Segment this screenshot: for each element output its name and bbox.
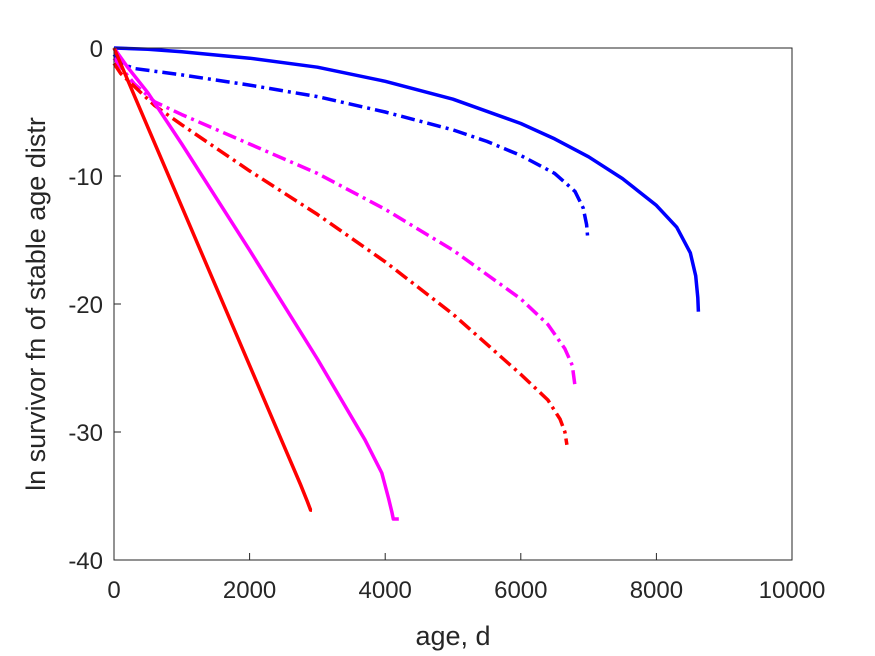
x-tick-label: 8000 (630, 577, 683, 604)
y-axis-label: ln survivor fn of stable age distr (21, 117, 51, 491)
series-line-4 (112, 46, 399, 521)
x-tick-label: 0 (107, 577, 120, 604)
y-tick-label: -20 (68, 292, 103, 319)
series-line-5 (112, 47, 313, 512)
series-line-3 (112, 62, 569, 446)
series-layer (112, 46, 701, 521)
y-tick-label: -10 (68, 164, 103, 191)
x-tick-label: 6000 (494, 577, 547, 604)
x-tick-label: 10000 (759, 577, 826, 604)
y-tick-label: -30 (68, 420, 103, 447)
x-tick-label: 4000 (359, 577, 412, 604)
series-line-0 (113, 46, 701, 312)
y-tick-label: 0 (90, 36, 103, 63)
x-tick-label: 2000 (223, 577, 276, 604)
y-tick-label: -40 (68, 548, 103, 575)
series-line-2 (112, 57, 577, 387)
x-axis-label: age, d (415, 621, 490, 651)
ticks-layer: 0 2000 4000 6000 8000 10000 -40 -30 -20 -10 0 (68, 36, 825, 604)
plot-frame (113, 47, 793, 561)
